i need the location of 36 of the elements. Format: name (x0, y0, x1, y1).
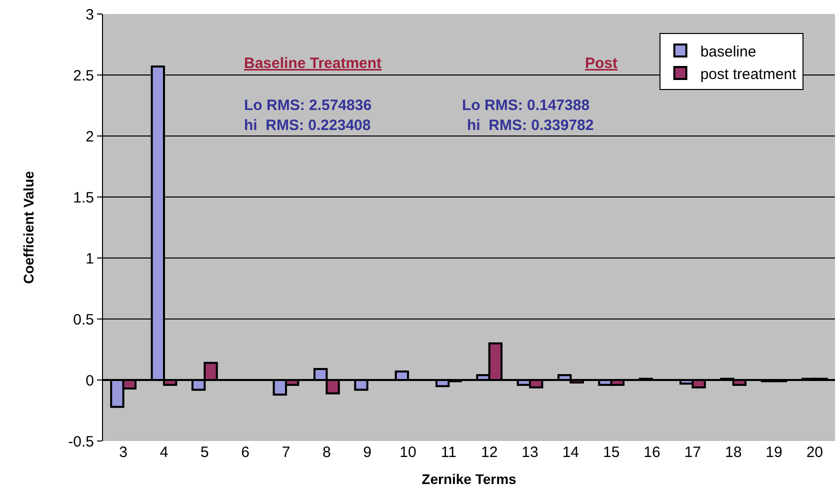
legend-label: post treatment (700, 66, 798, 83)
annotation: Lo RMS: 0.147388 (462, 97, 590, 114)
y-tick-label: 2 (86, 128, 94, 146)
x-tick-label: 6 (241, 444, 250, 461)
x-tick-label: 11 (440, 444, 456, 461)
x-axis-title: Zernike Terms (422, 471, 517, 487)
x-tick-label: 14 (562, 444, 580, 461)
annotation: Post (585, 55, 618, 72)
x-tick-label: 4 (160, 444, 168, 461)
x-tick-label: 10 (400, 444, 416, 461)
x-tick-label: 19 (766, 444, 782, 461)
y-tick-label: 1 (86, 250, 94, 268)
x-tick-label: 18 (724, 444, 742, 461)
x-tick-label: 7 (282, 444, 290, 461)
y-tick-label: -0.5 (68, 433, 94, 450)
legend-label: baseline (700, 43, 756, 60)
y-axis-title: Coefficient Value (20, 170, 37, 284)
annotation: hi RMS: 0.223408 (244, 117, 371, 134)
y-tick-label: 2.5 (73, 67, 94, 84)
y-tick-label: 0.5 (73, 311, 94, 328)
x-tick-label: 17 (684, 444, 702, 461)
x-tick-label: 15 (602, 444, 620, 461)
annotation: hi RMS: 0.339782 (467, 117, 594, 134)
x-tick-label: 3 (119, 444, 128, 461)
y-tick-label: 0 (86, 372, 94, 390)
y-tick-label: 1.5 (73, 189, 94, 206)
x-tick-label: 20 (806, 444, 824, 461)
x-tick-label: 8 (322, 444, 331, 461)
annotation: Lo RMS: 2.574836 (244, 97, 372, 114)
x-tick-label: 5 (200, 444, 209, 461)
x-tick-label: 9 (363, 444, 372, 461)
x-tick-label: 16 (644, 444, 660, 461)
annotation: Baseline Treatment (244, 55, 382, 72)
y-tick-label: 3 (86, 6, 94, 24)
x-tick-label: 12 (480, 444, 498, 461)
x-tick-label: 13 (522, 444, 538, 461)
